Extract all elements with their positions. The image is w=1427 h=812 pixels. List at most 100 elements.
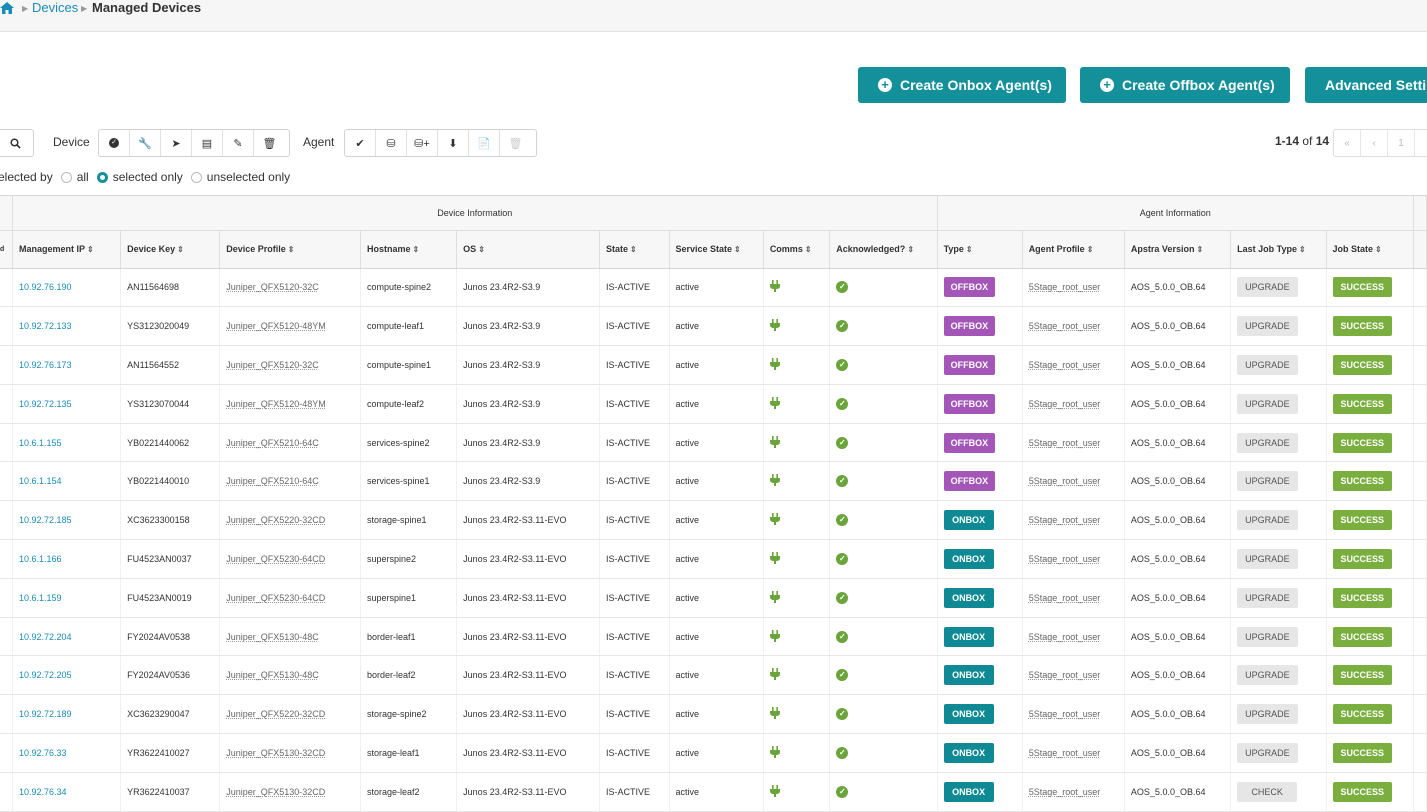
select-cell[interactable] — [0, 268, 13, 308]
management-ip-cell-value[interactable]: 10.6.1.166 — [19, 553, 62, 564]
select-cell[interactable] — [0, 461, 13, 502]
device-profile-cell-value[interactable]: Juniper_QFX5120-48YM — [226, 398, 326, 409]
table-row[interactable]: 10.92.72.133 YS3123020049 Juniper_QFX5120-… — [0, 306, 1427, 347]
sort-icon[interactable]: ⇕ — [1375, 245, 1382, 254]
agent-profile-cell-value[interactable]: 5Stage_root_user — [1028, 709, 1101, 720]
table-row[interactable]: 10.6.1.159 FU4523AN0019 Juniper_QFX5230-64… — [0, 578, 1427, 618]
advanced-settings-button[interactable]: Advanced Settings — [1305, 67, 1427, 103]
select-cell[interactable] — [0, 733, 13, 773]
management-ip-cell[interactable]: 10.92.72.133 — [12, 306, 122, 347]
column-header-comms[interactable]: Comms ⇕ — [763, 230, 831, 269]
device-profile-cell[interactable]: Juniper_QFX5130-32CD — [219, 772, 361, 812]
first-page-icon[interactable]: « — [1334, 130, 1361, 156]
agent-profile-cell-value[interactable]: 5Stage_root_user — [1028, 592, 1101, 603]
create-onbox-agents-button[interactable]: + Create Onbox Agent(s) — [858, 67, 1066, 103]
management-ip-cell[interactable]: 10.92.76.173 — [12, 345, 122, 385]
car-icon[interactable]: ⛁ — [376, 130, 407, 156]
select-cell[interactable] — [0, 617, 13, 657]
table-row[interactable]: 10.92.76.173 AN11564552 Juniper_QFX5120-32… — [0, 345, 1427, 385]
filter-selected-radio[interactable] — [96, 171, 108, 183]
device-profile-cell[interactable]: Juniper_QFX5130-32CD — [219, 733, 361, 773]
management-ip-cell-value[interactable]: 10.6.1.159 — [19, 592, 62, 603]
breadcrumb-devices-link[interactable]: Devices — [32, 0, 79, 15]
column-header-device-profile[interactable]: Device Profile ⇕ — [219, 230, 361, 269]
column-header-hostname[interactable]: Hostname ⇕ — [360, 230, 458, 269]
table-row[interactable]: 10.92.72.189 XC3623290047 Juniper_QFX5220-… — [0, 694, 1427, 735]
management-ip-cell-value[interactable]: 10.92.76.34 — [19, 786, 67, 797]
management-ip-cell[interactable]: 10.92.76.190 — [12, 268, 122, 308]
device-profile-cell[interactable]: Juniper_QFX5130-48C — [219, 617, 361, 657]
select-cell[interactable] — [0, 384, 13, 424]
check-circle-icon[interactable]: ✓ — [99, 130, 130, 156]
create-offbox-agents-button[interactable]: + Create Offbox Agent(s) — [1080, 67, 1290, 103]
management-ip-cell-value[interactable]: 10.92.76.33 — [19, 747, 67, 758]
file-icon[interactable]: 📄 — [469, 130, 500, 156]
device-profile-cell[interactable]: Juniper_QFX5120-32C — [219, 345, 361, 385]
column-header-device-key[interactable]: Device Key ⇕ — [120, 230, 221, 269]
sort-icon[interactable]: ⇕ — [1086, 245, 1094, 254]
management-ip-cell[interactable]: 10.92.72.185 — [12, 500, 122, 541]
agent-profile-cell[interactable]: 5Stage_root_user — [1022, 268, 1125, 308]
device-profile-cell[interactable]: Juniper_QFX5120-48YM — [219, 306, 361, 347]
agent-profile-cell[interactable]: 5Stage_root_user — [1022, 384, 1125, 424]
device-profile-cell-value[interactable]: Juniper_QFX5230-64CD — [226, 592, 326, 603]
sort-icon[interactable]: ⇕ — [412, 245, 420, 254]
device-profile-cell-value[interactable]: Juniper_QFX5120-32C — [226, 359, 319, 370]
select-cell[interactable] — [0, 772, 13, 812]
select-cell[interactable] — [0, 694, 13, 735]
agent-profile-cell-value[interactable]: 5Stage_root_user — [1028, 515, 1101, 526]
download-icon[interactable]: ⬇ — [438, 130, 469, 156]
device-profile-cell[interactable]: Juniper_QFX5230-64CD — [219, 578, 361, 618]
table-row[interactable]: 10.92.76.34 YR3622410037 Juniper_QFX5130-3… — [0, 772, 1427, 812]
rocket-icon[interactable]: ➤ — [161, 130, 192, 156]
agent-profile-cell-value[interactable]: 5Stage_root_user — [1028, 747, 1101, 758]
sort-icon[interactable]: ⇕ — [630, 245, 637, 254]
table-row[interactable]: 10.6.1.154 YB0221440010 Juniper_QFX5210-64… — [0, 461, 1427, 502]
device-profile-cell[interactable]: Juniper_QFX5220-32CD — [219, 500, 361, 541]
management-ip-cell-value[interactable]: 10.92.76.173 — [19, 359, 72, 370]
agent-profile-cell-value[interactable]: 5Stage_root_user — [1028, 282, 1101, 293]
management-ip-cell[interactable]: 10.92.72.135 — [12, 384, 122, 424]
select-cell[interactable] — [0, 345, 13, 385]
table-row[interactable]: 10.92.72.205 FY2024AV0536 Juniper_QFX5130-… — [0, 655, 1427, 696]
sort-icon[interactable]: ⇕ — [478, 245, 485, 254]
table-row[interactable]: 10.92.76.190 AN11564698 Juniper_QFX5120-32… — [0, 268, 1427, 308]
sort-icon[interactable]: ⇕ — [1298, 245, 1306, 254]
management-ip-cell-value[interactable]: 10.92.72.204 — [19, 631, 72, 642]
device-profile-cell-value[interactable]: Juniper_QFX5130-48C — [226, 670, 319, 681]
column-header-acknowledged[interactable]: Acknowledged? ⇕ — [829, 230, 938, 269]
agent-profile-cell[interactable]: 5Stage_root_user — [1022, 578, 1125, 618]
agent-profile-cell[interactable]: 5Stage_root_user — [1022, 772, 1125, 812]
select-cell[interactable] — [0, 500, 13, 541]
page-number-button[interactable]: 1 — [1388, 130, 1415, 156]
home-icon[interactable] — [0, 1, 14, 15]
filter-all-radio[interactable] — [60, 171, 72, 183]
agent-profile-cell-value[interactable]: 5Stage_root_user — [1028, 631, 1101, 642]
trash-icon[interactable]: 🗑 — [262, 137, 277, 150]
car-add-icon[interactable]: ⛁+ — [407, 130, 438, 156]
table-row[interactable]: 10.92.72.135 YS3123070044 Juniper_QFX5120-… — [0, 384, 1427, 424]
agent-profile-cell[interactable]: 5Stage_root_user — [1022, 694, 1125, 735]
agent-profile-cell[interactable]: 5Stage_root_user — [1022, 617, 1125, 657]
select-cell[interactable] — [0, 423, 13, 463]
agent-profile-cell-value[interactable]: 5Stage_root_user — [1028, 321, 1101, 332]
next-page-icon[interactable]: › — [1415, 130, 1427, 156]
management-ip-cell[interactable]: 10.92.76.33 — [12, 733, 122, 773]
device-profile-cell-value[interactable]: Juniper_QFX5220-32CD — [226, 515, 326, 526]
device-profile-cell[interactable]: Juniper_QFX5220-32CD — [219, 694, 361, 735]
filter-unselected-radio[interactable] — [190, 171, 202, 183]
agent-profile-cell[interactable]: 5Stage_root_user — [1022, 423, 1125, 463]
management-ip-cell-value[interactable]: 10.6.1.155 — [19, 437, 62, 448]
table-row[interactable]: 10.92.72.204 FY2024AV0538 Juniper_QFX5130-… — [0, 617, 1427, 657]
management-ip-cell-value[interactable]: 10.92.72.185 — [19, 515, 72, 526]
device-profile-cell-value[interactable]: Juniper_QFX5230-64CD — [226, 553, 326, 564]
table-row[interactable]: 10.92.76.33 YR3622410027 Juniper_QFX5130-3… — [0, 733, 1427, 773]
device-profile-cell-value[interactable]: Juniper_QFX5120-32C — [226, 282, 319, 293]
agent-profile-cell-value[interactable]: 5Stage_root_user — [1028, 398, 1101, 409]
device-profile-cell-value[interactable]: Juniper_QFX5120-48YM — [226, 321, 326, 332]
management-ip-cell[interactable]: 10.92.72.205 — [12, 655, 122, 696]
agent-profile-cell-value[interactable]: 5Stage_root_user — [1028, 476, 1101, 487]
select-cell[interactable] — [0, 306, 13, 347]
device-profile-cell[interactable]: Juniper_QFX5210-64C — [219, 423, 361, 463]
agent-profile-cell-value[interactable]: 5Stage_root_user — [1028, 786, 1101, 797]
